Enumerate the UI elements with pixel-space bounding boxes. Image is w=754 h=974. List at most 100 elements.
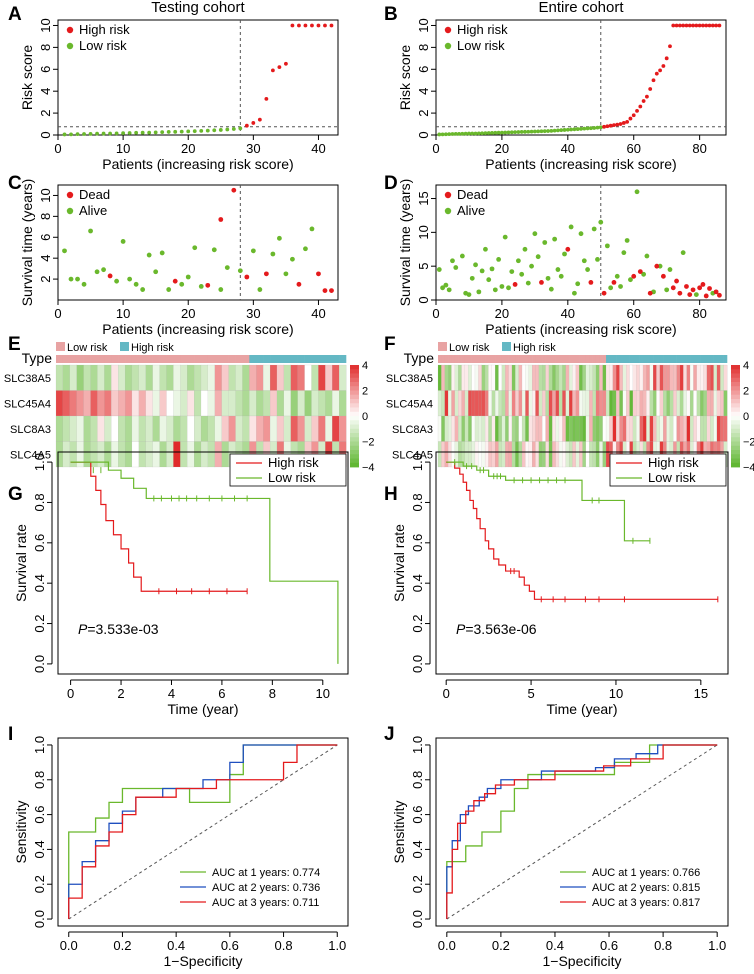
risk-point <box>612 123 616 128</box>
type-bar-cell <box>599 355 603 363</box>
heatmap-cell <box>632 415 637 442</box>
status-point <box>198 284 204 289</box>
heatmap-cell <box>454 441 459 468</box>
heatmap-cell <box>448 364 452 391</box>
heatmap-cell <box>528 441 533 468</box>
legend-marker <box>444 191 452 199</box>
risk-point <box>323 23 327 28</box>
heatmap-cell <box>723 415 728 442</box>
risk-point <box>270 68 275 73</box>
heatmap-cell <box>642 364 647 391</box>
heatmap-cell <box>622 415 627 442</box>
status-point <box>654 263 660 269</box>
type-bar-cell <box>706 355 711 363</box>
type-bar-cell <box>235 355 243 363</box>
color-scale-label: 4 <box>362 360 368 372</box>
km-curve <box>70 461 248 592</box>
roc-curve <box>446 744 718 920</box>
heatmap-cell <box>562 390 567 417</box>
x-tick-label: 5 <box>527 686 534 701</box>
status-point <box>192 245 198 251</box>
heatmap-cell <box>131 441 140 468</box>
status-point <box>548 286 554 292</box>
heatmap-cell <box>568 364 573 391</box>
heatmap-cell <box>297 415 305 442</box>
type-bar-cell <box>97 355 105 363</box>
heatmap-cell <box>535 415 540 442</box>
heatmap-cell <box>579 415 583 442</box>
heatmap-cell <box>552 415 556 442</box>
heatmap-cell <box>235 415 243 442</box>
status-point <box>558 273 564 279</box>
color-scale-step <box>731 411 740 417</box>
heatmap-cell <box>111 415 119 442</box>
risk-point <box>523 129 527 134</box>
heatmap-cell <box>575 364 580 391</box>
heatmap-cell <box>602 364 607 391</box>
heatmap-cell <box>518 415 523 442</box>
heatmap-cell <box>515 415 520 442</box>
status-point <box>224 265 230 270</box>
heatmap-cell <box>589 415 593 442</box>
heatmap-cell <box>663 364 667 391</box>
gene-label: SLC45A4 <box>4 398 51 410</box>
type-bar-cell <box>609 355 614 363</box>
y-tick-label: 0.2 <box>410 615 425 633</box>
y-axis-label: Risk score <box>19 45 35 111</box>
heatmap-cell <box>602 415 607 442</box>
y-tick-label: 0 <box>38 131 53 138</box>
heatmap-cell <box>592 441 597 468</box>
p-value: P=3.563e-06 <box>456 621 537 637</box>
heatmap-cell <box>676 415 681 442</box>
type-bar-cell <box>528 355 533 363</box>
heatmap-cell <box>616 390 620 417</box>
heatmap-cell <box>242 390 250 417</box>
heatmap-cell <box>666 390 671 417</box>
status-point <box>114 278 120 284</box>
heatmap-cell <box>656 364 661 391</box>
heatmap-cell <box>720 364 725 391</box>
x-tick-label: 40 <box>561 141 575 156</box>
heatmap-cell <box>626 415 630 442</box>
heatmap-cell <box>263 415 271 442</box>
status-point <box>618 284 623 289</box>
heatmap-cell <box>686 364 691 391</box>
heatmap-cell <box>679 415 684 442</box>
y-tick-label: 0.0 <box>410 655 425 673</box>
type-bar-cell <box>669 355 674 363</box>
status-point <box>322 288 328 293</box>
risk-point <box>496 130 501 135</box>
heatmap-cell <box>673 390 677 417</box>
heatmap-cell <box>138 390 147 417</box>
heatmap-cell <box>579 441 583 468</box>
risk-point <box>565 127 570 132</box>
risk-point <box>490 131 494 135</box>
heatmap-cell <box>152 441 160 468</box>
heatmap-cell <box>297 390 305 417</box>
type-bar-cell <box>485 355 489 363</box>
heatmap-cell <box>696 364 701 391</box>
color-scale-step <box>350 411 359 417</box>
heatmap-cell <box>659 364 664 391</box>
heatmap-cell <box>187 441 195 468</box>
x-tick-label: 60 <box>626 306 640 321</box>
heatmap-cell <box>484 415 489 442</box>
color-scale-step <box>731 454 740 459</box>
x-axis-label: Time (year) <box>546 701 617 717</box>
heatmap-cell <box>104 390 112 417</box>
heatmap-cell <box>693 390 698 417</box>
heatmap-cell <box>505 441 509 468</box>
risk-point <box>651 78 656 83</box>
heatmap-cell <box>180 364 188 391</box>
heatmap-cell <box>145 415 154 442</box>
heatmap-cell <box>491 441 496 468</box>
heatmap-cell <box>521 415 526 442</box>
y-tick-label: 1.0 <box>32 453 47 471</box>
heatmap-cell <box>214 390 223 417</box>
y-tick-label: 15 <box>416 191 431 205</box>
risk-point <box>674 23 679 28</box>
heatmap-cell <box>538 441 543 468</box>
roc-panel-j: 0.0 0.2 0.4 0.6 0.8 1.0 0.0 0.2 0.4 0.6 0.8 1.0 1−Sp… <box>391 736 729 969</box>
heatmap-cell <box>451 364 456 391</box>
